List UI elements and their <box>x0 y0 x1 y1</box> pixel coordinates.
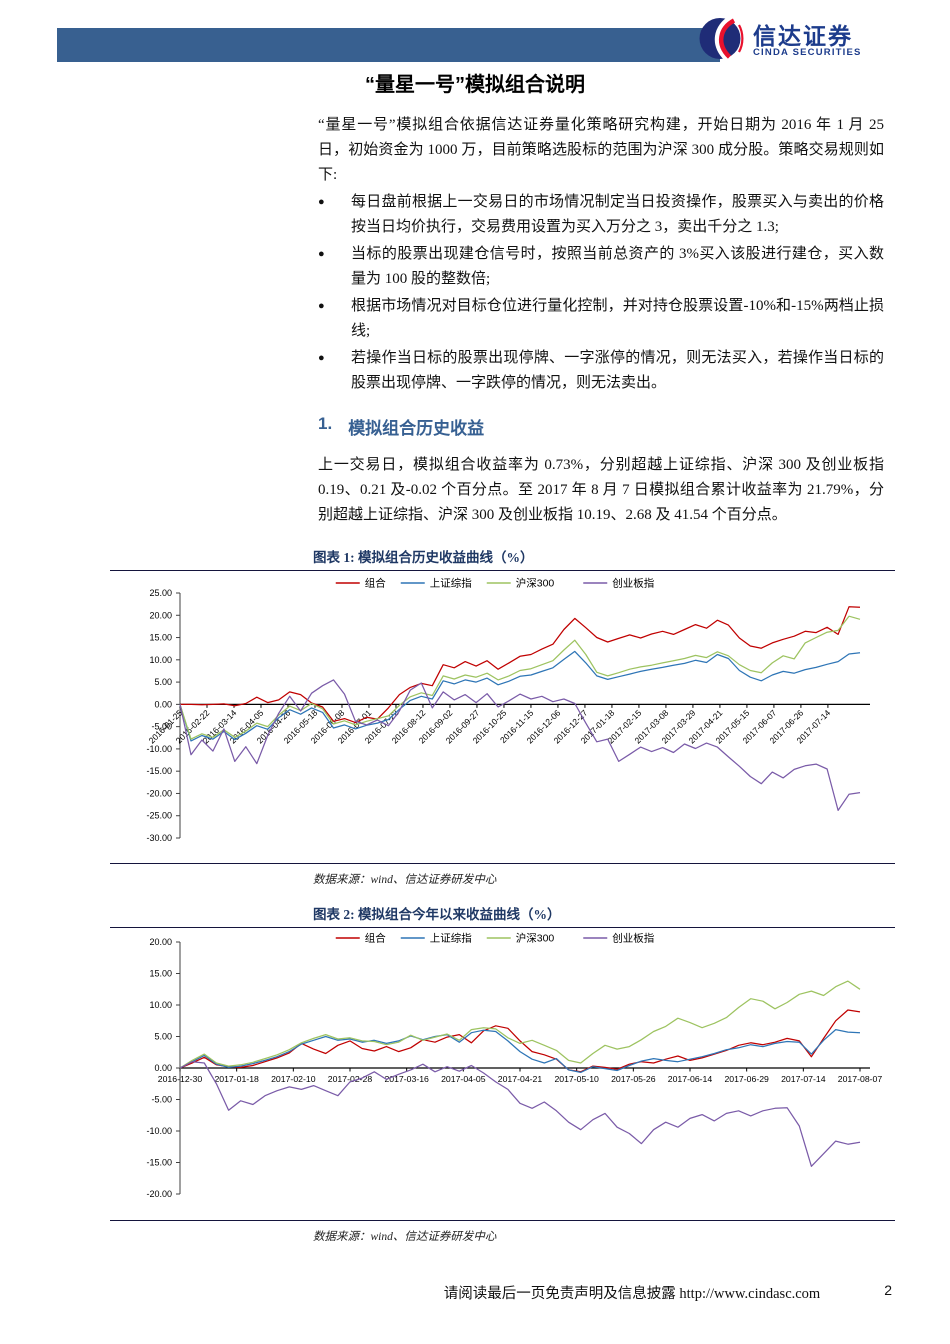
legend-label-2: 沪深300 <box>516 577 555 590</box>
legend-label-1: 上证综指 <box>430 932 472 945</box>
figure-1-source: 数据来源：wind、信达证券研发中心 <box>313 874 497 886</box>
page-title: “量星一号”模拟组合说明 <box>365 74 585 96</box>
y-tick-label: 5.00 <box>154 1032 172 1042</box>
page-number: 2 <box>884 1282 892 1298</box>
trading-rule-text: 若操作当日标的股票出现停牌、一字涨停的情况，则无法买入，若操作当日标的股票出现停… <box>351 350 884 391</box>
y-tick-label: -5.00 <box>151 722 172 732</box>
x-tick-label: 2017-01-18 <box>214 1074 259 1084</box>
line-series-2 <box>179 615 861 740</box>
figure-1-caption: 图表 1: 模拟组合历史收益曲线（%） <box>110 546 895 571</box>
x-tick-label: 2017-02-10 <box>271 1074 316 1084</box>
y-tick-label: -30.00 <box>146 833 172 843</box>
x-tick-label: 2016-12-30 <box>158 1074 203 1084</box>
brand-name-cn: 信达证券 <box>753 22 853 49</box>
figure-1: 图表 1: 模拟组合历史收益曲线（%） 25.00 20.00 15.00 10.00… <box>110 546 895 889</box>
company-url-link[interactable]: http://www.cindasc.com <box>679 1286 821 1302</box>
x-tick-label: 2017-08-07 <box>838 1074 883 1084</box>
y-tick-label: 20.00 <box>149 937 172 947</box>
x-tick-label: 2017-04-21 <box>498 1074 543 1084</box>
bullet-icon: ● <box>318 300 325 312</box>
trading-rule-item: ● 根据市场情况对目标仓位进行量化控制，并对持仓股票设置-10%和-15%两档止损… <box>318 294 884 344</box>
trading-rule-item: ● 每日盘前根据上一交易日的市场情况制定当日投资操作，股票买入与卖出的价格按当日均… <box>318 190 884 240</box>
legend-label-0: 组合 <box>365 577 386 590</box>
y-tick-label: -20.00 <box>146 1189 172 1199</box>
y-tick-label: 15.00 <box>149 633 172 643</box>
disclaimer-text: 请阅读最后一页免责声明及信息披露 <box>443 1286 676 1302</box>
y-tick-label: 0.00 <box>154 699 172 709</box>
section-number: 1. <box>318 414 333 433</box>
section-heading: 1. 模拟组合历史收益 <box>318 414 884 439</box>
section-body: 上一交易日，模拟组合收益率为 0.73%，分别超越上证综指、沪深 300 及创业… <box>318 457 884 523</box>
x-tick-label: 2017-06-14 <box>668 1074 713 1084</box>
x-tick-label: 2017-04-05 <box>441 1074 486 1084</box>
y-tick-label: -10.00 <box>146 744 172 754</box>
bullet-icon: ● <box>318 196 325 208</box>
y-tick-label: -25.00 <box>146 811 172 821</box>
x-tick-label: 2017-02-28 <box>328 1074 373 1084</box>
intro-block: “量星一号”模拟组合依据信达证券量化策略研究构建，开始日期为 2016 年 1 … <box>318 113 884 396</box>
x-tick-label: 2017-05-26 <box>611 1074 656 1084</box>
y-tick-label: -15.00 <box>146 766 172 776</box>
cinda-logo: 信达证券 CINDA SECURITIES <box>698 15 862 66</box>
intro-paragraph: “量星一号”模拟组合依据信达证券量化策略研究构建，开始日期为 2016 年 1 … <box>318 117 884 183</box>
trading-rule-text: 根据市场情况对目标仓位进行量化控制，并对持仓股票设置-10%和-15%两档止损线… <box>351 298 884 339</box>
x-tick-label: 2017-03-16 <box>384 1074 429 1084</box>
page-footer: 请阅读最后一页免责声明及信息披露 http://www.cindasc.com … <box>0 1282 950 1304</box>
y-tick-label: 25.00 <box>149 588 172 598</box>
brand-name-en: CINDA SECURITIES <box>753 47 862 59</box>
figure-2-source: 数据来源：wind、信达证券研发中心 <box>313 1231 497 1243</box>
cinda-logo-icon <box>698 15 745 66</box>
y-tick-label: -15.00 <box>146 1158 172 1168</box>
y-tick-label: -20.00 <box>146 788 172 798</box>
legend-label-1: 上证综指 <box>430 577 472 590</box>
trading-rule-item: ● 若操作当日标的股票出现停牌、一字涨停的情况，则无法买入，若操作当日标的股票出现… <box>318 346 884 396</box>
trading-rule-item: ● 当标的股票出现建仓信号时，按照当前总资产的 3%买入该股进行建仓，买入数量为 … <box>318 242 884 292</box>
figure-1-chart-area: 25.00 20.00 15.00 10.00 5.00 0.00 -5.00 -10.00 -… <box>110 571 895 864</box>
figure-2: 图表 2: 模拟组合今年以来收益曲线（%） 20.00 15.00 10.00 5.0… <box>110 903 895 1246</box>
y-tick-label: 10.00 <box>149 1000 172 1010</box>
line-series-0 <box>179 1009 861 1073</box>
legend-label-2: 沪深300 <box>516 932 555 945</box>
trading-rule-text: 当标的股票出现建仓信号时，按照当前总资产的 3%买入该股进行建仓，买入数量为 1… <box>351 246 884 287</box>
y-tick-label: 20.00 <box>149 610 172 620</box>
line-series-0 <box>180 606 861 724</box>
line-series-2 <box>179 980 861 1069</box>
line-series-1 <box>179 650 861 742</box>
history-return-line-chart: 25.00 20.00 15.00 10.00 5.00 0.00 -5.00 -10.00 -… <box>146 577 870 843</box>
section-title: 模拟组合历史收益 <box>348 419 485 438</box>
y-tick-label: 5.00 <box>154 677 172 687</box>
trading-rule-text: 每日盘前根据上一交易日的市场情况制定当日投资操作，股票买入与卖出的价格按当日均价… <box>351 194 884 235</box>
y-tick-label: 0.00 <box>154 1063 172 1073</box>
x-tick-label: 2017-07-14 <box>781 1074 826 1084</box>
y-tick-label: -10.00 <box>146 1126 172 1136</box>
line-series-1 <box>179 1028 861 1074</box>
ytd-return-line-chart: 20.00 15.00 10.00 5.00 0.00 -5.00 -10.00 -15.00… <box>146 932 883 1200</box>
header-bar <box>57 28 720 62</box>
line-series-3 <box>179 679 861 812</box>
legend-label-3: 创业板指 <box>612 932 654 945</box>
line-series-3 <box>179 1061 861 1167</box>
legend-label-3: 创业板指 <box>612 577 654 590</box>
y-tick-label: 10.00 <box>149 655 172 665</box>
y-tick-label: -5.00 <box>151 1095 172 1105</box>
footer-disclaimer: 请阅读最后一页免责声明及信息披露 http://www.cindasc.com <box>314 1282 950 1303</box>
bullet-icon: ● <box>318 248 325 260</box>
x-tick-label: 2017-06-29 <box>724 1074 769 1084</box>
y-tick-label: 15.00 <box>149 969 172 979</box>
trading-rules-list: ● 每日盘前根据上一交易日的市场情况制定当日投资操作，股票买入与卖出的价格按当日均… <box>318 190 884 396</box>
x-tick-label: 2017-05-10 <box>554 1074 599 1084</box>
legend-label-0: 组合 <box>365 932 386 945</box>
figure-2-chart-area: 20.00 15.00 10.00 5.00 0.00 -5.00 -10.00 -15.00… <box>110 928 895 1221</box>
figure-2-caption: 图表 2: 模拟组合今年以来收益曲线（%） <box>110 903 895 928</box>
bullet-icon: ● <box>318 352 325 364</box>
